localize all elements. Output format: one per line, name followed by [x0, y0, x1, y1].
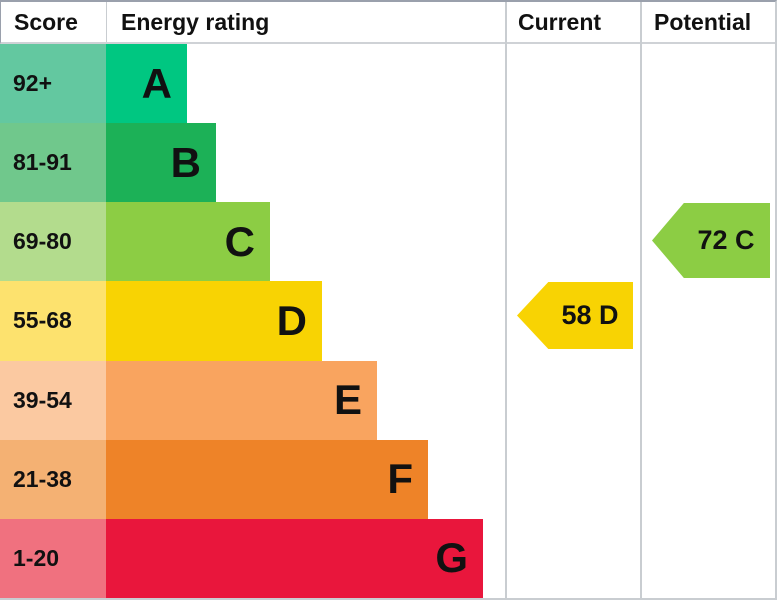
band-row-f: 21-38 F — [0, 439, 775, 519]
divider-potential-column — [640, 2, 642, 598]
header-score: Score — [14, 8, 78, 35]
rating-bar-a: A — [106, 44, 187, 124]
score-range-d: 55-68 — [0, 281, 106, 361]
rating-bands: 92+ A 81-91 B 69-80 C 55-68 D 39-54 E 21… — [0, 44, 775, 598]
rating-bar-c: C — [106, 202, 270, 282]
score-range-a: 92+ — [0, 44, 106, 124]
rating-bar-f: F — [106, 439, 428, 519]
table-header: Score Energy rating Current Potential — [0, 2, 775, 44]
band-row-d: 55-68 D — [0, 281, 775, 361]
rating-bar-e: E — [106, 360, 377, 440]
header-potential: Potential — [654, 8, 752, 35]
band-row-g: 1-20 G — [0, 518, 775, 598]
rating-bar-b: B — [106, 123, 216, 203]
header-current: Current — [518, 8, 602, 35]
score-range-f: 21-38 — [0, 439, 106, 519]
divider-current-column — [505, 2, 507, 598]
score-range-g: 1-20 — [0, 518, 106, 598]
score-range-b: 81-91 — [0, 123, 106, 203]
header-energy-rating: Energy rating — [106, 2, 506, 42]
score-range-c: 69-80 — [0, 202, 106, 282]
rating-bar-g: G — [106, 518, 483, 598]
band-row-e: 39-54 E — [0, 360, 775, 440]
band-row-b: 81-91 B — [0, 123, 775, 203]
score-range-e: 39-54 — [0, 360, 106, 440]
band-row-a: 92+ A — [0, 44, 775, 124]
rating-bar-d: D — [106, 281, 322, 361]
band-row-c: 69-80 C — [0, 202, 775, 282]
